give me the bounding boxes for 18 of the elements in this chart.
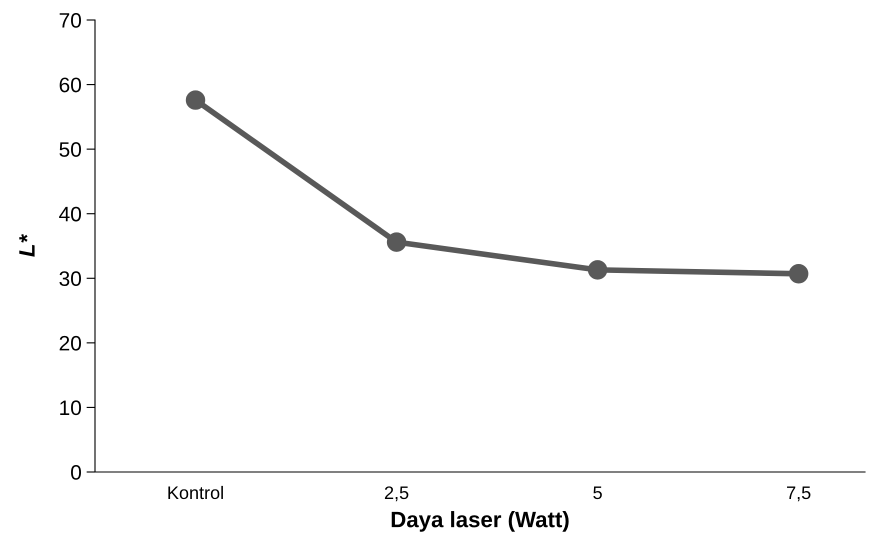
y-tick-label: 70 — [60, 13, 81, 28]
y-tick-label: 20 — [60, 336, 81, 351]
y-tick-label: 0 — [71, 465, 81, 480]
point — [386, 232, 406, 252]
y-tick-label: 60 — [60, 78, 81, 92]
y-tick-label: 10 — [60, 400, 81, 416]
y-tick-label: 50 — [59, 142, 81, 157]
x-tick-label: 2,5 — [384, 486, 408, 502]
point — [588, 260, 608, 280]
x-axis-title: Daya laser (Watt) — [392, 511, 569, 532]
point — [186, 90, 206, 110]
y-tick-label: 30 — [59, 271, 81, 286]
y-axis-title: L* — [19, 234, 35, 257]
y-tick-label: 40 — [59, 206, 81, 222]
x-tick-label: Kontrol — [168, 486, 223, 500]
x-tick-label: 7,5 — [787, 486, 810, 502]
x-tick-label: 5 — [593, 486, 602, 500]
point — [788, 264, 808, 284]
